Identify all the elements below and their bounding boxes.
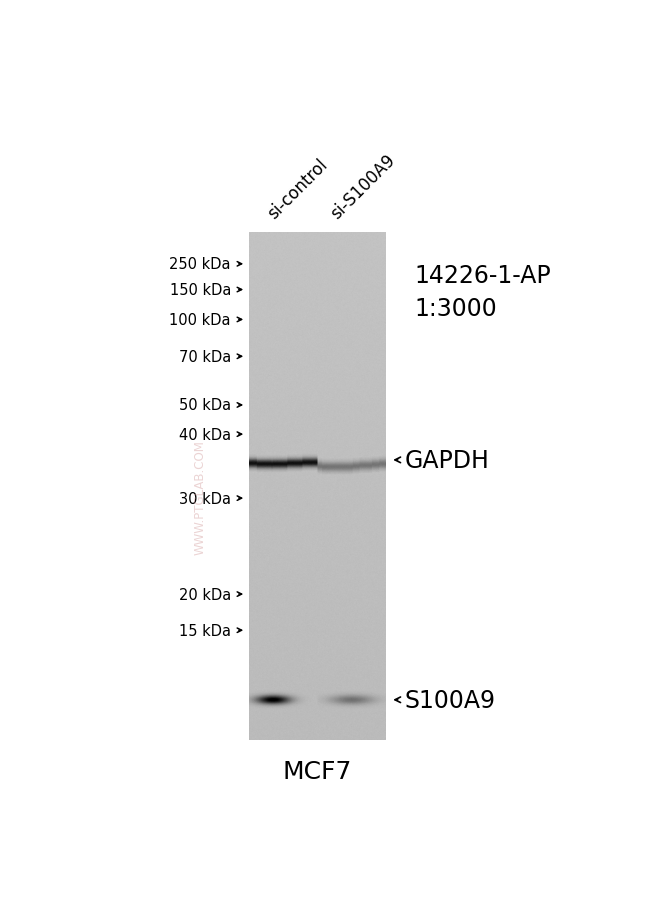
- Text: 50 kDa: 50 kDa: [179, 398, 231, 413]
- Text: 250 kDa: 250 kDa: [169, 257, 231, 272]
- Text: 14226-1-AP
1:3000: 14226-1-AP 1:3000: [415, 263, 551, 321]
- Text: 40 kDa: 40 kDa: [179, 428, 231, 442]
- Text: 30 kDa: 30 kDa: [179, 491, 231, 506]
- Text: 20 kDa: 20 kDa: [179, 587, 231, 602]
- Text: WWW.PTGLAB.COM: WWW.PTGLAB.COM: [194, 440, 207, 555]
- Text: MCF7: MCF7: [282, 759, 351, 784]
- Text: 15 kDa: 15 kDa: [179, 623, 231, 638]
- Text: si-S100A9: si-S100A9: [327, 152, 398, 223]
- Text: 100 kDa: 100 kDa: [169, 313, 231, 327]
- Text: S100A9: S100A9: [404, 688, 496, 712]
- Text: GAPDH: GAPDH: [404, 448, 489, 473]
- Text: si-control: si-control: [264, 156, 330, 223]
- Text: 150 kDa: 150 kDa: [170, 282, 231, 298]
- Text: 70 kDa: 70 kDa: [179, 349, 231, 364]
